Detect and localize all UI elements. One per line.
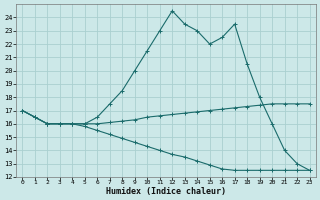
- X-axis label: Humidex (Indice chaleur): Humidex (Indice chaleur): [106, 187, 226, 196]
